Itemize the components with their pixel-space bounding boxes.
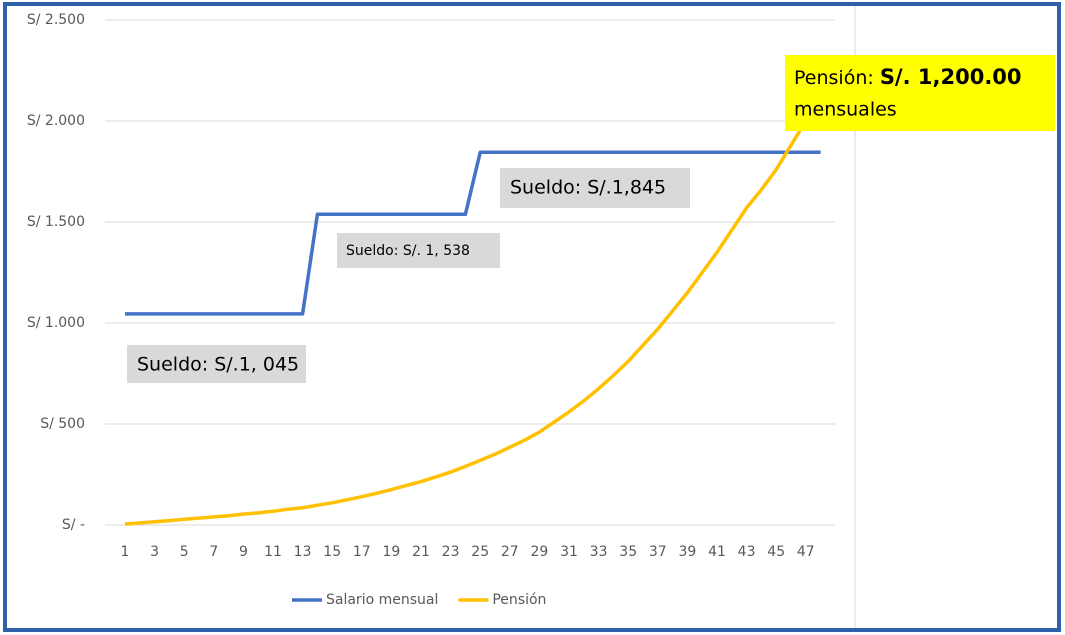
x-tick-label: 37 xyxy=(649,544,667,560)
x-tick-label: 43 xyxy=(738,544,756,560)
annotation-box xyxy=(337,233,500,268)
annotation-box xyxy=(785,55,1055,131)
x-tick-label: 23 xyxy=(442,544,460,560)
y-tick-label: S/ 1.500 xyxy=(27,214,85,230)
annotation-text: Sueldo: S/.1,845 xyxy=(510,177,666,199)
x-tick-label: 45 xyxy=(767,544,785,560)
x-tick-label: 15 xyxy=(323,544,341,560)
annotation-text: Sueldo: S/.1, 045 xyxy=(137,354,299,376)
annotation: Sueldo: S/.1, 045 Sueldo: S/. 1, 538 Sue… xyxy=(127,55,1055,383)
x-tick-label: 21 xyxy=(412,544,430,560)
x-tick-label: 39 xyxy=(678,544,696,560)
grid: S/ - S/ 500 S/ 1.000 S/ 1.500 S/ 2.000 S/ 2.5… xyxy=(27,12,835,560)
y-tick-label: S/ - xyxy=(62,517,85,533)
annotation-prefix: Pensión: xyxy=(794,67,874,89)
x-tick-label: 41 xyxy=(708,544,726,560)
x-tick-label: 27 xyxy=(501,544,519,560)
x-tick-label: 19 xyxy=(382,544,400,560)
series-line xyxy=(124,95,823,526)
legend-label: Pensión xyxy=(492,592,546,608)
legend-label: Salario mensual xyxy=(326,592,438,608)
legend: Salario mensual Pensión xyxy=(292,592,546,608)
x-tick-label: 11 xyxy=(264,544,282,560)
x-tick-label: 17 xyxy=(353,544,371,560)
annotation-text: Pensión: S/. 1,200.00 xyxy=(794,65,1022,89)
annotation-box xyxy=(127,345,306,383)
annotation-text: mensuales xyxy=(794,99,897,121)
lines xyxy=(124,95,823,526)
annotation-value: S/. 1,200.00 xyxy=(880,65,1022,89)
x-tick-label: 33 xyxy=(590,544,608,560)
x-tick-label: 9 xyxy=(239,544,248,560)
series-line xyxy=(125,150,821,316)
annotation-box xyxy=(500,168,690,208)
x-tick-label: 29 xyxy=(530,544,548,560)
x-tick-label: 47 xyxy=(797,544,815,560)
annotation-text: Sueldo: S/. 1, 538 xyxy=(346,243,470,259)
x-tick-label: 13 xyxy=(294,544,312,560)
y-tick-label: S/ 500 xyxy=(40,416,85,432)
x-tick-label: 1 xyxy=(121,544,130,560)
x-tick-label: 25 xyxy=(471,544,489,560)
x-tick-label: 31 xyxy=(560,544,578,560)
x-tick-label: 7 xyxy=(209,544,218,560)
x-tick-label: 5 xyxy=(180,544,189,560)
y-tick-label: S/ 1.000 xyxy=(27,315,85,331)
y-tick-label: S/ 2.000 xyxy=(27,113,85,129)
x-tick-label: 3 xyxy=(150,544,159,560)
x-tick-label: 35 xyxy=(619,544,637,560)
y-tick-label: S/ 2.500 xyxy=(27,12,85,28)
